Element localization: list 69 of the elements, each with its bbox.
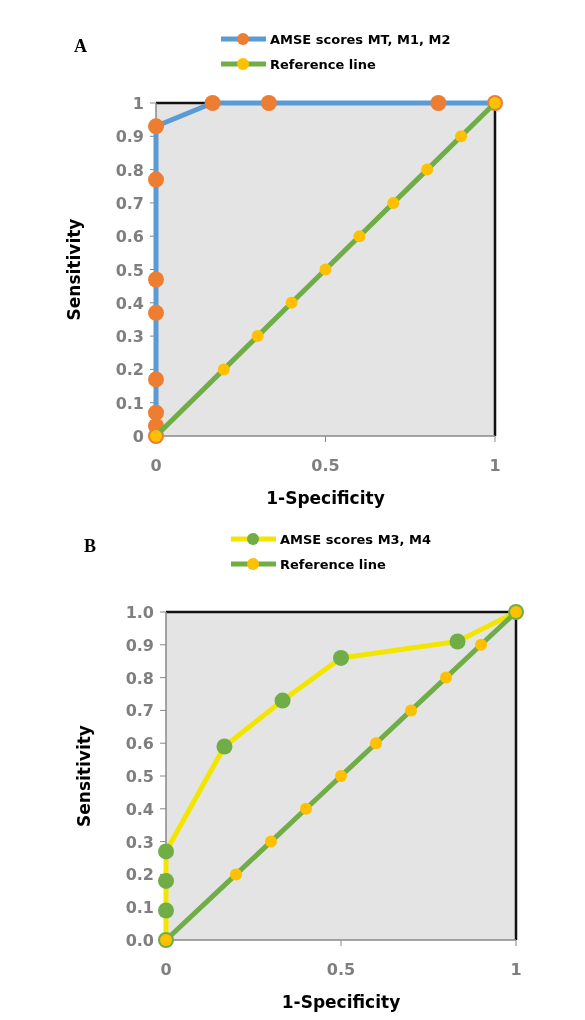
point [251,330,264,343]
y-tick-label: 0.6 [125,734,154,754]
point [300,802,312,815]
point [421,163,434,176]
y-tick-label: 0.5 [115,260,144,280]
legend-label: Reference line [270,57,376,72]
y-tick-label: 0.8 [115,160,144,180]
y-tick-label: 0.9 [115,127,144,147]
x-tick-label: 1 [489,456,501,475]
point [260,95,277,111]
y-axis-title: Sensitivity [64,218,84,321]
point [333,649,349,666]
point [274,692,291,709]
y-tick-label: 0.2 [115,360,144,380]
point [148,304,164,321]
y-tick-label: 0.0 [125,931,154,950]
x-tick-label: 1 [510,960,522,979]
point [370,737,382,750]
point [475,638,487,651]
point [405,704,417,717]
point [217,363,230,376]
x-axis-title: 1-Specificity [266,488,385,508]
y-tick-label: 0.6 [115,227,144,247]
point [319,263,332,276]
y-tick-label: 0 [132,427,144,446]
point [430,95,447,111]
y-tick-label: 0.7 [115,193,144,213]
point [353,230,366,243]
y-tick-label: 1 [132,94,144,113]
y-tick-label: 0.1 [125,898,154,918]
point [148,171,164,188]
point [158,843,174,860]
y-tick-label: 0.4 [115,293,144,313]
point [265,835,277,848]
point [204,95,221,111]
y-tick-label: 0.7 [125,701,154,721]
legend-label: AMSE scores MT, M1, M2 [270,32,451,47]
point [455,130,468,143]
point [230,868,242,881]
x-tick-label: 0.5 [311,456,340,475]
y-tick-label: 1.0 [125,603,154,622]
y-tick-label: 0.8 [125,668,154,688]
legend-label: AMSE scores M3, M4 [280,532,432,547]
point [387,196,400,209]
x-tick-label: 0.5 [326,960,356,979]
point [148,118,164,135]
y-tick-label: 0.4 [125,799,154,819]
point [148,404,164,421]
point [440,671,452,684]
y-tick-label: 0.5 [125,767,154,786]
y-axis-title: Sensitivity [74,725,94,827]
point [216,738,233,755]
point [158,902,174,919]
point [148,271,164,288]
chart-title: A [74,36,87,56]
point [449,633,466,650]
point [158,872,174,889]
y-tick-label: 0.2 [125,865,154,885]
y-tick-label: 0.1 [115,393,144,413]
y-tick-label: 0.3 [125,832,154,852]
legend-label: Reference line [280,557,386,572]
chart-title: B [84,536,97,556]
point [285,296,298,309]
y-tick-label: 0.3 [115,327,144,347]
point [335,770,347,782]
point [148,371,164,388]
x-tick-label: 0 [160,960,172,979]
y-tick-label: 0.9 [125,635,154,655]
x-axis-title: 1-Specificity [281,992,401,1012]
